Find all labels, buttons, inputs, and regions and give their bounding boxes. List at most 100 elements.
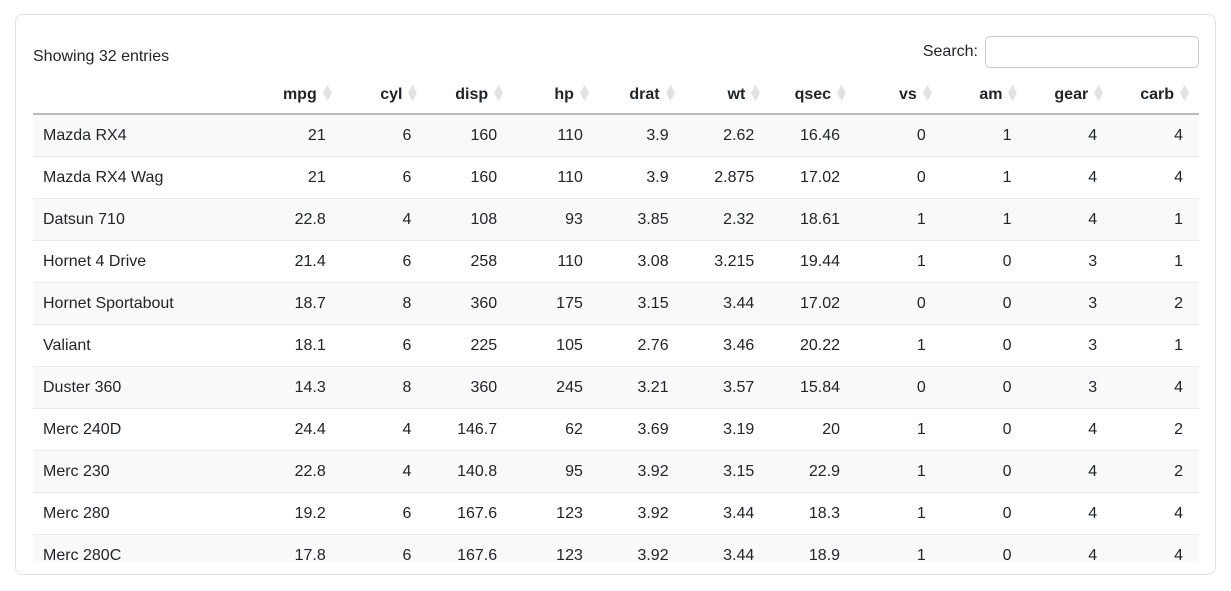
cell-am: 0: [941, 450, 1028, 493]
table-toolbar: Showing 32 entries Search:: [33, 31, 1199, 69]
column-header-wt[interactable]: wt: [684, 76, 771, 115]
cell-am: 1: [941, 156, 1028, 199]
cell-gear: 3: [1027, 324, 1114, 367]
cell-carb: 4: [1113, 534, 1199, 563]
cell-vs: 1: [856, 198, 942, 241]
column-header-label: hp: [554, 86, 574, 103]
cell-carb: 2: [1113, 408, 1199, 451]
cell-am: 0: [941, 408, 1028, 451]
cell-disp: 160: [427, 156, 514, 199]
table-row[interactable]: Datsun 710 22.8 4 108 93 3.85 2.32 18.61 1 1 4 1: [33, 198, 1199, 241]
cell-mpg: 22.8: [256, 450, 342, 493]
sort-icon: [579, 85, 589, 101]
sort-icon: [837, 85, 847, 101]
table-row[interactable]: Merc 230 22.8 4 140.8 95 3.92 3.15 22.9 1 0 4 2: [33, 450, 1199, 493]
cell-gear: 3: [1027, 282, 1114, 325]
column-header-label: vs: [898, 86, 917, 103]
cell-qsec: 18.61: [770, 198, 857, 241]
cell-drat: 3.69: [598, 408, 685, 451]
table-row[interactable]: Merc 280C 17.8 6 167.6 123 3.92 3.44 18.9 1 0 4 4: [33, 534, 1199, 563]
cell-drat: 2.76: [598, 324, 685, 367]
cell-disp: 258: [427, 240, 514, 283]
cell-am: 1: [941, 114, 1028, 157]
cell-hp: 110: [513, 156, 599, 199]
table-body: Mazda RX4 21 6 160 110 3.9 2.62 16.46 0 1 4 4 Mazda …: [33, 114, 1199, 563]
cell-carb: 1: [1113, 324, 1199, 367]
cell-disp: 225: [427, 324, 514, 367]
cell-gear: 4: [1027, 492, 1114, 535]
cell-carb: 4: [1113, 156, 1199, 199]
cell-am: 0: [941, 534, 1028, 563]
column-header-cyl[interactable]: cyl: [341, 76, 428, 115]
sort-icon: [1094, 85, 1104, 101]
cell-rowname: Mazda RX4 Wag: [33, 156, 256, 199]
column-header-label: gear: [1054, 86, 1089, 103]
column-header-label: am: [979, 86, 1003, 103]
cell-carb: 1: [1113, 198, 1199, 241]
sort-icon: [922, 85, 932, 101]
column-header-carb[interactable]: carb: [1113, 76, 1199, 115]
cell-hp: 62: [513, 408, 599, 451]
cell-drat: 3.92: [598, 492, 685, 535]
table-row[interactable]: Merc 280 19.2 6 167.6 123 3.92 3.44 18.3 1 0 4 4: [33, 492, 1199, 535]
table-row[interactable]: Duster 360 14.3 8 360 245 3.21 3.57 15.84 0 0 3 4: [33, 366, 1199, 409]
cell-qsec: 20: [770, 408, 857, 451]
cell-qsec: 18.3: [770, 492, 857, 535]
column-header-qsec[interactable]: qsec: [770, 76, 857, 115]
table-row[interactable]: Valiant 18.1 6 225 105 2.76 3.46 20.22 1 0 3 1: [33, 324, 1199, 367]
cell-mpg: 18.7: [256, 282, 342, 325]
cell-carb: 4: [1113, 492, 1199, 535]
search-input[interactable]: [985, 36, 1199, 68]
cell-gear: 4: [1027, 198, 1114, 241]
cell-vs: 0: [856, 114, 942, 157]
cell-gear: 4: [1027, 408, 1114, 451]
table-row[interactable]: Mazda RX4 21 6 160 110 3.9 2.62 16.46 0 1 4 4: [33, 114, 1199, 157]
cell-disp: 140.8: [427, 450, 514, 493]
cell-vs: 1: [856, 324, 942, 367]
cell-qsec: 17.02: [770, 282, 857, 325]
cell-drat: 3.92: [598, 450, 685, 493]
table-viewport: mpg cyl disp hp drat wt qsec vs am gear carb Mazda…: [33, 76, 1199, 563]
column-header-label: qsec: [794, 86, 832, 103]
column-header-mpg[interactable]: mpg: [256, 76, 342, 115]
cell-cyl: 6: [341, 114, 428, 157]
cell-am: 0: [941, 492, 1028, 535]
cell-mpg: 19.2: [256, 492, 342, 535]
entries-info: Showing 32 entries: [33, 48, 170, 65]
column-header-vs[interactable]: vs: [856, 76, 942, 115]
cell-rowname: Merc 280: [33, 492, 256, 535]
cell-hp: 175: [513, 282, 599, 325]
column-header-drat[interactable]: drat: [598, 76, 685, 115]
cell-wt: 3.46: [684, 324, 771, 367]
table-row[interactable]: Mazda RX4 Wag 21 6 160 110 3.9 2.875 17.02 0 1 4 4: [33, 156, 1199, 199]
cell-wt: 2.62: [684, 114, 771, 157]
cell-drat: 3.92: [598, 534, 685, 563]
cell-cyl: 6: [341, 240, 428, 283]
table-row[interactable]: Hornet Sportabout 18.7 8 360 175 3.15 3.44 17.0…: [33, 282, 1199, 325]
cell-disp: 146.7: [427, 408, 514, 451]
column-header-disp[interactable]: disp: [427, 76, 514, 115]
column-header-label: carb: [1140, 86, 1174, 103]
cell-vs: 1: [856, 492, 942, 535]
cell-wt: 3.19: [684, 408, 771, 451]
cell-wt: 3.44: [684, 534, 771, 563]
table-row[interactable]: Hornet 4 Drive 21.4 6 258 110 3.08 3.215 19.44 1…: [33, 240, 1199, 283]
column-header-gear[interactable]: gear: [1027, 76, 1114, 115]
cell-drat: 3.9: [598, 114, 685, 157]
cars-table: mpg cyl disp hp drat wt qsec vs am gear carb Mazda…: [33, 76, 1199, 563]
cell-qsec: 20.22: [770, 324, 857, 367]
column-header-hp[interactable]: hp: [513, 76, 599, 115]
cell-mpg: 18.1: [256, 324, 342, 367]
cell-mpg: 14.3: [256, 366, 342, 409]
cell-wt: 3.44: [684, 282, 771, 325]
cell-disp: 167.6: [427, 534, 514, 563]
column-header-rowname[interactable]: [33, 76, 256, 115]
cell-hp: 110: [513, 114, 599, 157]
column-header-am[interactable]: am: [941, 76, 1028, 115]
cell-mpg: 21: [256, 114, 342, 157]
table-row[interactable]: Merc 240D 24.4 4 146.7 62 3.69 3.19 20 1 0 4 2: [33, 408, 1199, 451]
sort-icon: [494, 85, 504, 101]
sort-icon: [665, 85, 675, 101]
cell-hp: 105: [513, 324, 599, 367]
cell-mpg: 22.8: [256, 198, 342, 241]
